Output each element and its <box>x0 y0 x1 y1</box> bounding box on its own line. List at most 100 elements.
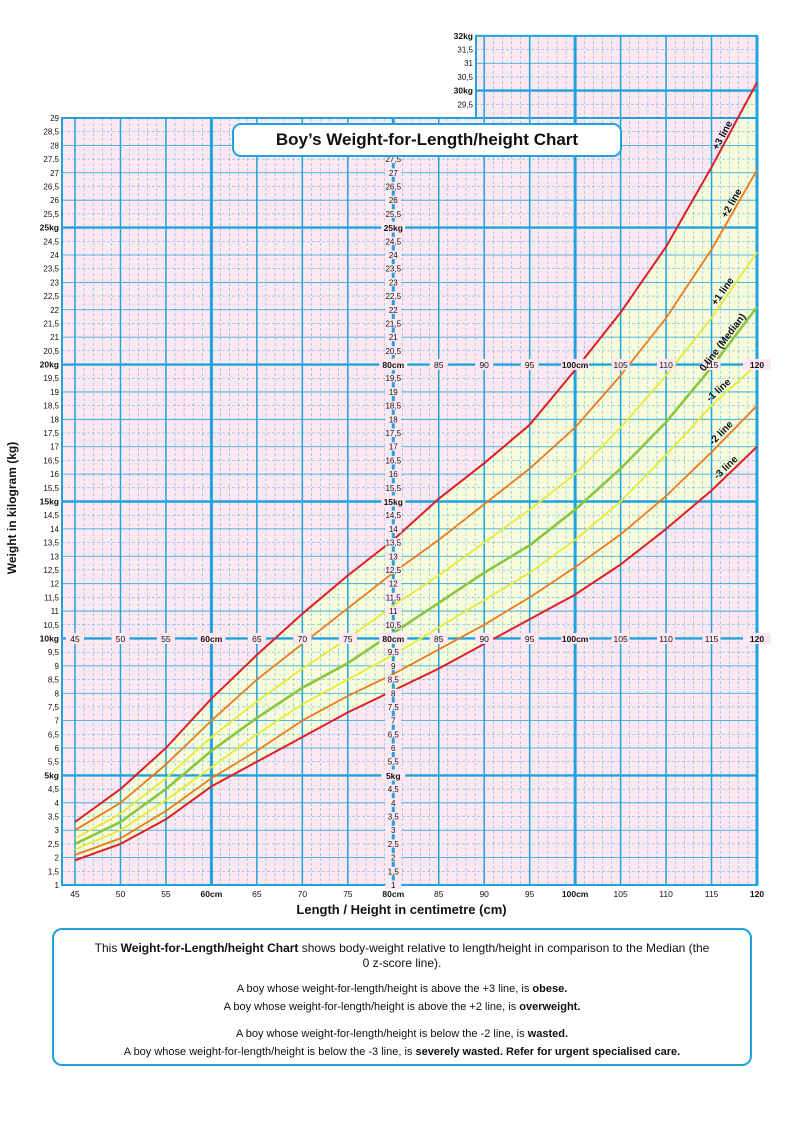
label-bg <box>385 579 402 588</box>
y-tick-label: 30,5 <box>457 73 473 82</box>
center-y-tick-label: 7,5 <box>388 703 400 712</box>
label-bg <box>385 675 402 684</box>
label-bg <box>385 181 402 191</box>
z-curve <box>74 169 758 831</box>
y-tick-label: 3,5 <box>48 813 60 822</box>
center-y-tick-label: 5,5 <box>388 758 400 767</box>
center-y-tick-label: 9,5 <box>388 648 400 657</box>
center-y-tick-label: 22,5 <box>385 292 401 301</box>
center-y-tick-label: 16 <box>389 470 398 479</box>
center-y-tick-label: 19 <box>389 388 398 397</box>
y-tick-label: 22,5 <box>43 292 59 301</box>
x-tick-label: 80cm <box>382 889 404 899</box>
x-tick-label: 100cm <box>562 360 589 370</box>
x-tick-label: 115 <box>705 634 719 644</box>
center-y-tick-label: 8 <box>391 689 396 698</box>
label-bg <box>385 702 402 711</box>
label-bg <box>520 359 539 371</box>
center-y-tick-label: 25,5 <box>385 210 401 219</box>
x-tick-label: 50 <box>116 889 126 899</box>
x-tick-label: 90 <box>479 889 489 899</box>
center-y-tick-label: 23 <box>389 278 398 287</box>
x-tick-label: 105 <box>614 360 628 370</box>
x-tick-label: 115 <box>705 360 719 370</box>
y-tick-label: 15,5 <box>43 484 59 493</box>
label-bg <box>156 632 175 644</box>
center-y-tick-label: 15,5 <box>385 484 401 493</box>
y-tick-label: 6,5 <box>48 730 60 739</box>
chart-grid <box>61 34 759 886</box>
center-y-tick-label: 14,5 <box>385 511 401 520</box>
x-tick-label: 110 <box>659 634 673 644</box>
center-y-tick-label: 1,5 <box>388 867 400 876</box>
x-tick-label: 45 <box>70 889 80 899</box>
label-bg <box>475 359 494 371</box>
label-bg <box>381 495 406 507</box>
y-tick-label: 2,5 <box>48 840 60 849</box>
center-y-tick-label: 11,5 <box>386 593 402 602</box>
label-bg <box>385 154 402 164</box>
y-tick-label: 21 <box>50 333 59 342</box>
center-y-tick-label: 7 <box>391 717 396 726</box>
label-bg <box>385 592 402 602</box>
label-bg <box>385 853 402 862</box>
y-tick-label: 19 <box>50 388 59 397</box>
y-tick-label: 1,5 <box>48 867 60 876</box>
x-tick-label: 50 <box>116 634 126 644</box>
label-bg <box>385 688 402 698</box>
y-tick-label: 29 <box>50 114 59 123</box>
center-y-tick-label: 11 <box>389 607 398 616</box>
intro-pre: This <box>94 941 121 955</box>
x-tick-label: 105 <box>614 889 628 899</box>
y-tick-label: 9,5 <box>48 648 60 657</box>
y-tick-label: 9 <box>55 662 60 671</box>
y-tick-label: 1 <box>55 881 60 890</box>
label-bg <box>385 195 402 205</box>
label-bg <box>657 359 676 371</box>
y-tick-label: 11 <box>51 607 60 616</box>
x-tick-label: 110 <box>659 360 673 370</box>
x-tick-label: 110 <box>659 889 673 899</box>
x-tick-label: 75 <box>343 889 353 899</box>
severely-wasted-rule: A boy whose weight-for-length/height is … <box>54 1046 750 1059</box>
y-tick-label: 12 <box>50 580 59 589</box>
center-y-tick-label: 25kg <box>384 223 403 233</box>
label-bg <box>385 428 402 438</box>
center-y-tick-label: 1 <box>391 881 396 890</box>
label-bg <box>381 221 406 233</box>
x-tick-label: 95 <box>525 889 535 899</box>
x-tick-label: 65 <box>252 634 262 644</box>
center-y-tick-label: 24,5 <box>385 237 401 246</box>
x-tick-label: 85 <box>434 360 444 370</box>
wasted-rule: A boy whose weight-for-length/height is … <box>54 1028 750 1041</box>
center-y-tick-label: 27,5 <box>385 155 401 164</box>
label-bg <box>385 305 402 314</box>
label-bg <box>385 414 402 424</box>
label-bg <box>338 632 357 644</box>
x-tick-label: 70 <box>298 634 308 644</box>
label-bg <box>385 565 402 574</box>
center-y-tick-label: 20,5 <box>385 347 401 356</box>
y-tick-label: 17 <box>50 443 59 452</box>
label-bg <box>385 264 402 273</box>
label-bg <box>385 880 402 889</box>
center-y-tick-label: 22 <box>389 306 398 315</box>
y-tick-label: 27,5 <box>43 155 59 164</box>
center-y-tick-label: 26 <box>389 196 398 205</box>
label-bg <box>385 784 402 794</box>
y-tick-label: 25,5 <box>43 210 59 219</box>
label-bg <box>385 291 402 301</box>
y-tick-label: 19,5 <box>43 374 59 383</box>
label-bg <box>611 359 630 371</box>
label-bg <box>247 632 266 644</box>
obese-rule: A boy whose weight-for-length/height is … <box>54 983 750 996</box>
y-axis-label: Weight in kilogram (kg) <box>5 441 19 575</box>
y-tick-label: 4 <box>55 799 60 808</box>
center-y-tick-label: 8,5 <box>388 676 400 685</box>
x-tick-label: 85 <box>434 889 444 899</box>
y-tick-label: 21,5 <box>43 319 59 328</box>
label-bg <box>475 632 494 644</box>
center-y-tick-label: 3 <box>391 826 396 835</box>
rule-text: A boy whose weight-for-length/height is … <box>223 1001 520 1013</box>
label-bg <box>385 620 402 629</box>
